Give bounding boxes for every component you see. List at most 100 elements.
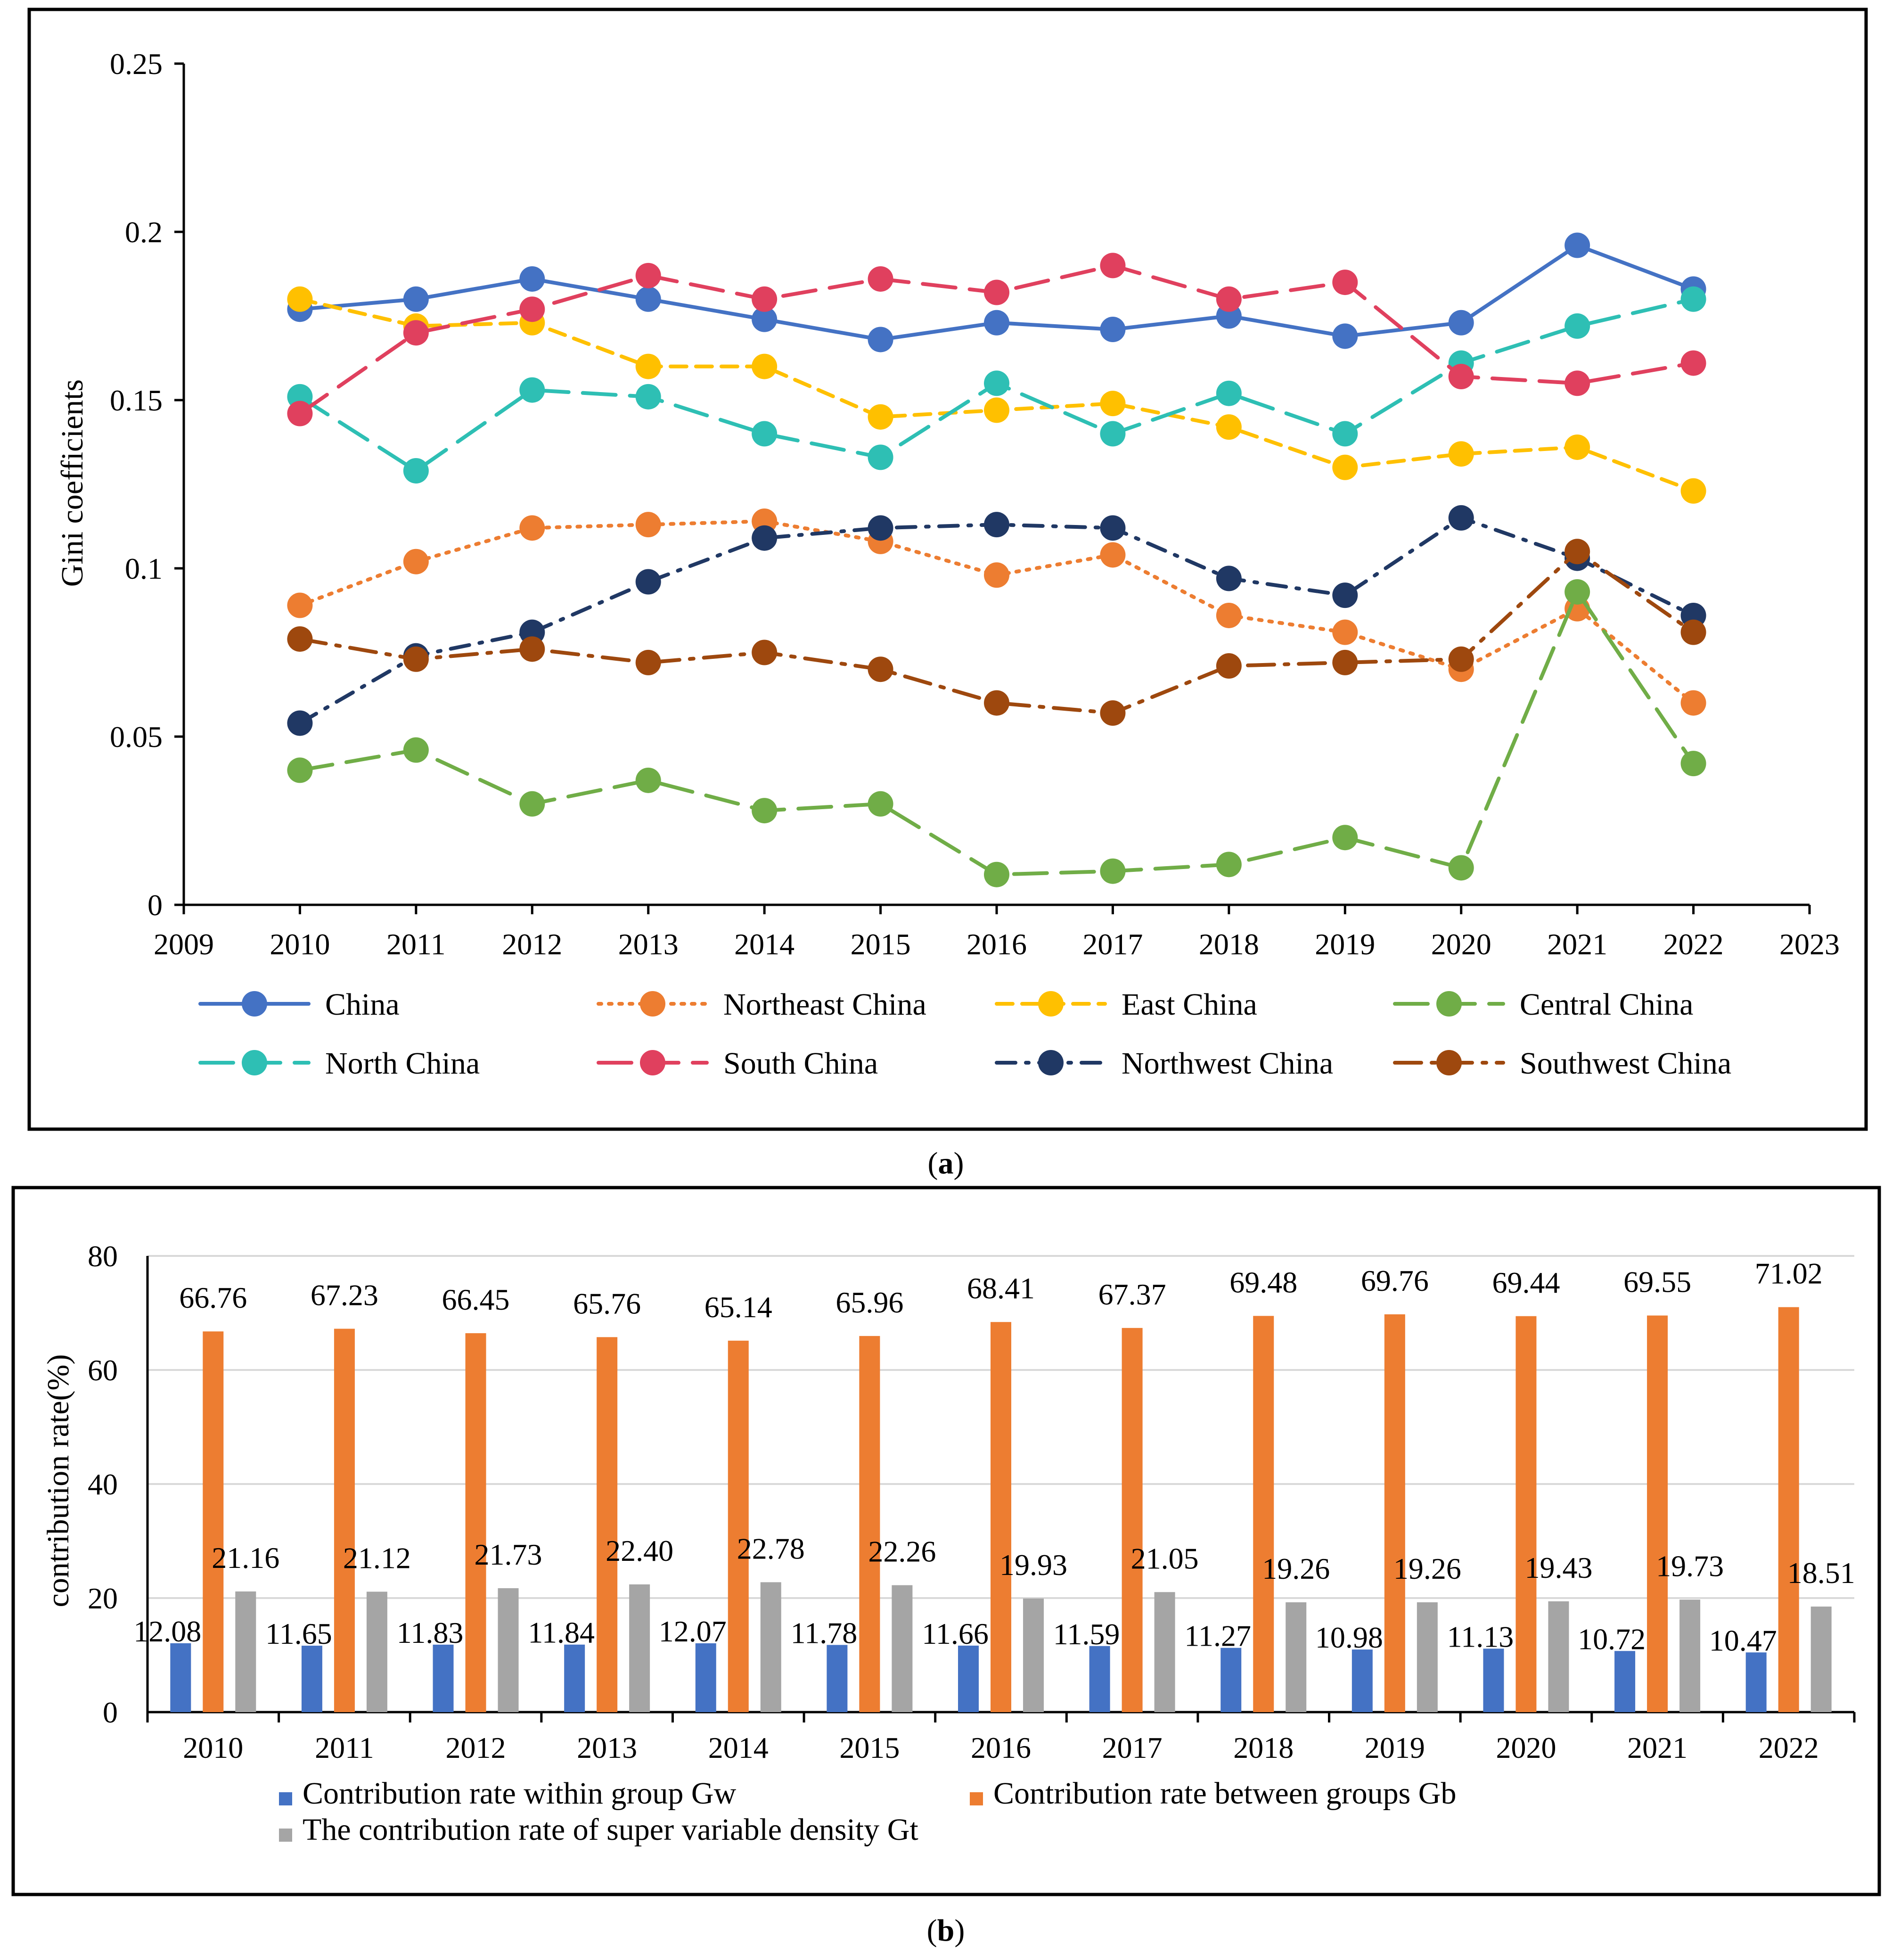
data-point-china xyxy=(635,286,661,312)
panel-b-x-tick-label: 2016 xyxy=(971,1731,1031,1764)
bar-the-contribution-rate-of-super-variable-density-gt xyxy=(1810,1607,1832,1712)
data-label-contribution-rate-between-groups-gb: 71.02 xyxy=(1755,1257,1823,1290)
data-point-south-china xyxy=(1680,350,1706,376)
data-label-contribution-rate-between-groups-gb: 69.55 xyxy=(1623,1265,1691,1298)
series-line-central-china xyxy=(298,590,1695,877)
data-label-contribution-rate-between-groups-gb: 69.44 xyxy=(1492,1266,1560,1299)
data-point-china xyxy=(1100,317,1126,343)
panel-a-x-tick-label: 2013 xyxy=(618,927,679,961)
data-point-east-china xyxy=(635,353,661,379)
data-point-central-china xyxy=(1448,855,1474,881)
data-point-china xyxy=(1564,232,1590,258)
bar-contribution-rate-within-group-gw xyxy=(1220,1648,1242,1712)
bar-contribution-rate-between-groups-gb xyxy=(1122,1328,1143,1712)
data-label-contribution-rate-within-group-gw: 10.72 xyxy=(1578,1622,1646,1656)
data-point-north-china xyxy=(1216,380,1242,406)
data-label-contribution-rate-within-group-gw: 11.78 xyxy=(791,1616,858,1649)
bar-the-contribution-rate-of-super-variable-density-gt xyxy=(1417,1602,1438,1712)
data-label-the-contribution-rate-of-super-variable-density-gt: 21.12 xyxy=(343,1541,411,1575)
legend-swatch-contribution-rate-between-groups-gb xyxy=(970,1792,983,1805)
legend-item-contribution-rate-between-groups-gb: Contribution rate between groups Gb xyxy=(970,1776,1456,1811)
bar-contribution-rate-within-group-gw xyxy=(827,1645,848,1712)
data-point-northeast-china xyxy=(519,515,545,541)
bar-contribution-rate-within-group-gw xyxy=(1614,1651,1636,1712)
bar-the-contribution-rate-of-super-variable-density-gt xyxy=(366,1591,387,1712)
legend-marker-east-china xyxy=(1038,991,1064,1017)
panel-b-y-tick-label: 60 xyxy=(88,1353,118,1387)
panel-a-y-tick-label: 0.25 xyxy=(110,47,163,81)
data-point-southwest-china xyxy=(868,656,893,682)
legend-marker-south-china xyxy=(640,1050,665,1075)
data-point-china xyxy=(519,266,545,292)
bar-contribution-rate-between-groups-gb xyxy=(859,1336,880,1712)
legend-label-north-china: North China xyxy=(325,1046,480,1081)
series-northeast-china xyxy=(287,508,1706,716)
data-point-southwest-china xyxy=(519,636,545,662)
panel-b-x-tick-label: 2010 xyxy=(183,1731,243,1764)
data-point-north-china xyxy=(984,370,1009,396)
data-point-southwest-china xyxy=(403,646,429,672)
bar-contribution-rate-between-groups-gb xyxy=(1253,1316,1274,1712)
data-point-south-china xyxy=(868,266,893,292)
data-point-northwest-china xyxy=(984,512,1009,538)
data-point-northwest-china xyxy=(1448,505,1474,531)
panel-a-y-tick-label: 0.05 xyxy=(110,720,163,754)
data-point-east-china xyxy=(287,286,313,312)
bar-the-contribution-rate-of-super-variable-density-gt xyxy=(235,1591,256,1712)
data-point-central-china xyxy=(519,791,545,817)
bar-the-contribution-rate-of-super-variable-density-gt xyxy=(1548,1601,1569,1712)
panel-b-bars: 12.08 66.76 21.16 11.65 67.23 21.12 11.83 66.45… xyxy=(133,1257,1855,1712)
legend-label-southwest-china: Southwest China xyxy=(1520,1046,1731,1081)
data-point-north-china xyxy=(1680,286,1706,312)
data-point-south-china xyxy=(1564,370,1590,396)
bar-contribution-rate-within-group-gw xyxy=(1089,1646,1110,1712)
data-point-central-china xyxy=(1100,858,1126,884)
data-point-south-china xyxy=(287,401,313,426)
data-point-central-china xyxy=(403,737,429,763)
bar-the-contribution-rate-of-super-variable-density-gt xyxy=(1023,1598,1044,1712)
data-point-central-china xyxy=(635,767,661,793)
data-point-southwest-china xyxy=(1564,539,1590,565)
data-point-north-china xyxy=(635,384,661,410)
panel-a-y-ticks: 0 0.05 0.1 0.15 0.2 0.25 xyxy=(110,47,184,922)
data-point-central-china xyxy=(1680,751,1706,777)
data-point-northeast-china xyxy=(1216,602,1242,628)
bar-the-contribution-rate-of-super-variable-density-gt xyxy=(760,1582,781,1712)
panel-a-y-tick-label: 0.15 xyxy=(110,384,163,417)
data-point-south-china xyxy=(984,279,1009,305)
bar-contribution-rate-within-group-gw xyxy=(695,1643,716,1712)
data-label-the-contribution-rate-of-super-variable-density-gt: 19.73 xyxy=(1656,1549,1724,1583)
data-point-northwest-china xyxy=(635,569,661,595)
legend-label-china: China xyxy=(325,987,400,1022)
data-label-the-contribution-rate-of-super-variable-density-gt: 19.93 xyxy=(999,1548,1067,1582)
data-point-northwest-china xyxy=(1216,566,1242,591)
data-label-contribution-rate-within-group-gw: 10.98 xyxy=(1315,1621,1383,1654)
panel-a-gini-line-chart: Gini coefficients 0 0.05 0.1 0.15 0.2 0.25 20… xyxy=(27,8,1868,1131)
panel-a-y-tick-label: 0.2 xyxy=(125,215,163,249)
panel-b-x-tick-label: 2014 xyxy=(708,1731,769,1764)
panel-a-legend: China Northeast China East China Central Ch… xyxy=(198,987,1731,1081)
legend-item-china: China xyxy=(198,987,400,1022)
bar-contribution-rate-between-groups-gb xyxy=(728,1340,749,1712)
panel-a-x-tick-label: 2012 xyxy=(502,927,562,961)
data-point-central-china xyxy=(868,791,893,817)
bar-contribution-rate-between-groups-gb xyxy=(203,1331,224,1712)
data-label-the-contribution-rate-of-super-variable-density-gt: 21.73 xyxy=(475,1538,542,1571)
data-point-northeast-china xyxy=(403,549,429,574)
data-label-contribution-rate-between-groups-gb: 65.96 xyxy=(835,1286,903,1319)
data-point-south-china xyxy=(1216,286,1242,312)
panel-a-x-tick-label: 2019 xyxy=(1315,927,1375,961)
panel-a-x-tick-label: 2010 xyxy=(270,927,330,961)
series-south-china xyxy=(287,253,1706,426)
data-label-contribution-rate-between-groups-gb: 65.76 xyxy=(573,1287,641,1320)
series-central-china xyxy=(287,579,1706,887)
data-label-contribution-rate-within-group-gw: 12.07 xyxy=(659,1615,727,1648)
bar-contribution-rate-within-group-gw xyxy=(564,1644,585,1712)
bar-contribution-rate-within-group-gw xyxy=(1351,1649,1373,1712)
data-label-contribution-rate-between-groups-gb: 66.45 xyxy=(442,1283,510,1316)
data-point-east-china xyxy=(1564,434,1590,460)
data-point-east-china xyxy=(1100,391,1126,417)
series-line-northeast-china xyxy=(298,519,1695,705)
bar-contribution-rate-within-group-gw xyxy=(1745,1652,1767,1712)
panel-a-x-tick-label: 2015 xyxy=(851,927,911,961)
